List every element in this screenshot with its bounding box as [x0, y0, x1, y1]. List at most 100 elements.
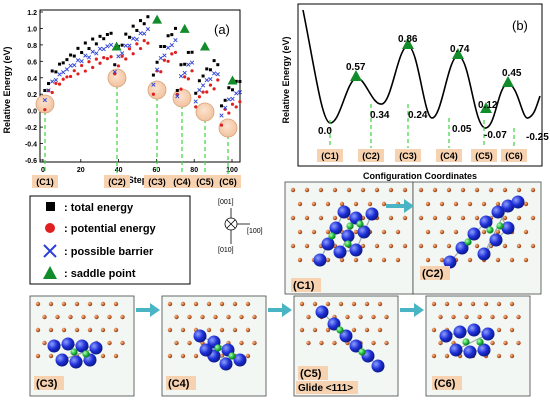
total-energy-point	[183, 62, 187, 66]
lattice-atom	[474, 243, 480, 249]
potential-energy-point	[238, 100, 242, 104]
lattice-atom	[374, 243, 380, 249]
lattice-atom	[351, 301, 357, 307]
potential-energy-point	[72, 69, 76, 73]
possible-barrier-point	[189, 60, 195, 65]
legend-total-text: : total energy	[64, 202, 134, 214]
x-tick-label: 40	[115, 167, 123, 174]
lattice-atom	[371, 340, 376, 346]
interstitial-atom	[219, 357, 233, 371]
lattice-atom	[290, 187, 296, 193]
lattice-atom	[290, 215, 296, 221]
possible-barrier-point	[215, 72, 220, 77]
possible-barrier-point	[75, 58, 81, 63]
possible-barrier-point	[178, 73, 184, 79]
lattice-atom	[418, 215, 424, 221]
config-label: (C6)	[219, 177, 237, 187]
legend-frame	[29, 195, 191, 285]
total-energy-point	[142, 22, 146, 26]
lattice-atom	[87, 327, 93, 333]
potential-energy-point	[94, 57, 98, 61]
lattice-atom	[297, 201, 303, 207]
lattice-atom	[530, 243, 536, 249]
possible-barrier-point	[230, 96, 235, 102]
legend-total-marker	[46, 202, 55, 211]
lattice-atom	[495, 229, 501, 235]
lattice-atom	[311, 201, 317, 207]
lattice-atom	[180, 327, 186, 333]
total-energy-point	[87, 47, 91, 51]
interstitial-atom	[467, 323, 481, 337]
potential-energy-point	[120, 54, 124, 58]
total-energy-point	[131, 24, 135, 28]
lattice-atom	[402, 187, 408, 193]
panel-b-min-label: 0.24	[408, 110, 428, 121]
potential-energy-point	[80, 63, 84, 68]
total-energy-point	[47, 82, 51, 86]
lattice-atom	[226, 314, 231, 320]
lattice-atom	[167, 327, 173, 333]
lattice-atom	[431, 301, 437, 307]
potential-energy-point	[186, 77, 190, 81]
panel-a: 1.21.00.80.60.40.20.0-0.2-0.4-0.6 020406…	[2, 9, 242, 188]
config-label: (C2)	[108, 177, 126, 187]
possible-barrier-point	[151, 82, 156, 87]
possible-barrier-point	[182, 70, 187, 75]
legend-saddle-marker	[43, 266, 57, 279]
total-energy-point	[175, 88, 179, 92]
total-energy-point	[76, 46, 80, 50]
potential-energy-point	[91, 65, 95, 70]
lattice-atom	[509, 301, 515, 307]
arrow-c3-c4	[136, 303, 160, 317]
lattice-atom	[318, 215, 324, 221]
snapshot-c2-label: (C2)	[422, 268, 444, 280]
saddle-point-marker	[350, 70, 362, 81]
lattice-atom	[523, 257, 529, 263]
lattice-atom	[319, 340, 324, 346]
potential-energy-point	[116, 64, 121, 68]
panel-b-saddle-label: 0.12	[478, 100, 498, 111]
legend-saddle-text: : saddle point	[64, 268, 136, 280]
lattice-atom	[297, 229, 303, 235]
possible-barrier-point	[64, 67, 70, 72]
lattice-atom	[232, 327, 238, 333]
interstitial-atom	[501, 221, 515, 235]
lattice-atom	[187, 340, 192, 346]
interstitial-atom	[89, 341, 103, 355]
vacancy-atom	[328, 232, 336, 240]
x-tick-label: 20	[77, 167, 85, 174]
total-energy-point	[197, 79, 201, 83]
config-label: (C1)	[321, 151, 339, 161]
lattice-atom	[339, 257, 345, 263]
potential-energy-point	[179, 87, 183, 91]
total-energy-point	[83, 41, 87, 45]
lattice-atom	[174, 340, 179, 346]
potential-energy-point	[162, 58, 167, 62]
possible-barrier-point	[68, 63, 73, 68]
lattice-atom	[187, 314, 192, 320]
config-label: (C2)	[362, 151, 380, 161]
legend-potential-text: : potential energy	[64, 223, 157, 235]
possible-barrier-point	[116, 54, 121, 59]
lattice-atom	[325, 229, 331, 235]
vacancy-atom	[476, 338, 484, 346]
total-energy-point	[72, 54, 76, 58]
total-energy-point	[179, 63, 183, 67]
panel-b-saddle-markers	[350, 38, 514, 113]
axis-right-label: [100]	[247, 228, 263, 235]
potential-energy-point	[43, 108, 47, 112]
snapshot-c4: (C4)	[161, 295, 267, 397]
total-energy-point	[208, 68, 212, 72]
lattice-atom	[496, 353, 502, 359]
panel-b-min-label: 0.0	[318, 126, 332, 137]
panel-b-value-labels: 0.0 0.34 0.24 0.05 -0.07 -0.25 0.57 0.86…	[318, 34, 549, 143]
potential-energy-point	[205, 90, 209, 94]
possible-barrier-point	[42, 97, 47, 103]
lattice-atom	[100, 301, 106, 307]
lattice-atom	[113, 327, 119, 333]
potential-energy-point	[173, 50, 178, 55]
panel-b-config-labels: (C1) (C2) (C3) (C4) (C5) (C6)	[317, 149, 527, 162]
possible-barrier-point	[83, 53, 88, 58]
lattice-atom	[460, 215, 466, 221]
axis-top-label: [001]	[218, 199, 234, 206]
